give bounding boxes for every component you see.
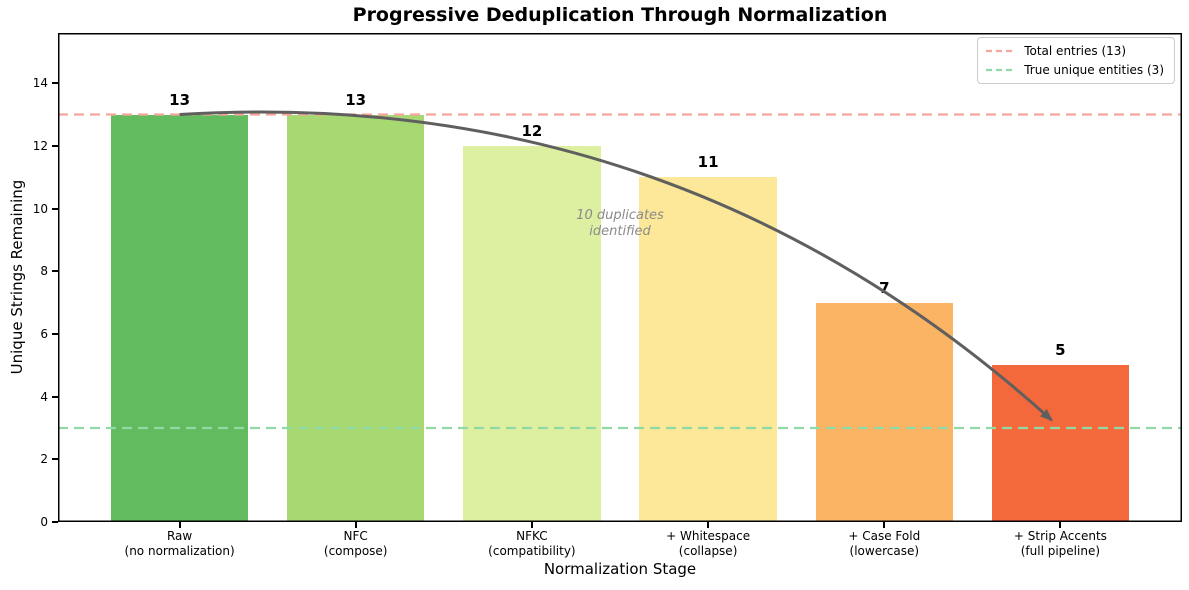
x-tick-label: NFC (compose) bbox=[323, 529, 388, 558]
bar-value-label: 13 bbox=[345, 90, 367, 109]
red-dashed-line-sample bbox=[986, 49, 1017, 53]
x-tick-label: + Case Fold (lowercase) bbox=[848, 529, 921, 558]
y-tick-label: 10 bbox=[32, 201, 48, 216]
y-tick-mark bbox=[52, 458, 58, 461]
y-tick-label: 8 bbox=[40, 264, 48, 279]
duplicates-annotation: 10 duplicates identified bbox=[576, 208, 664, 240]
bar-value-label: 12 bbox=[521, 121, 543, 140]
x-tick-mark bbox=[530, 522, 533, 528]
bar--strip-accents bbox=[991, 365, 1130, 522]
legend-item-total-entries: Total entries (13) bbox=[986, 44, 1164, 58]
x-tick-label: Raw (no normalization) bbox=[124, 529, 235, 558]
legend-label-total-entries: Total entries (13) bbox=[1024, 44, 1127, 58]
x-axis-label: Normalization Stage bbox=[543, 560, 697, 578]
bar--whitespace bbox=[639, 177, 777, 522]
y-tick-mark bbox=[52, 144, 58, 147]
y-tick-label: 2 bbox=[40, 452, 48, 467]
bar-value-label: 5 bbox=[1055, 341, 1066, 360]
chart-title: Progressive Deduplication Through Normal… bbox=[352, 4, 888, 26]
bar-value-label: 13 bbox=[169, 90, 191, 109]
x-tick-label: + Whitespace (collapse) bbox=[666, 529, 751, 558]
plot-area: 13 13 12 11 7 5 10 duplicates identified bbox=[58, 33, 1182, 522]
bar-nfkc bbox=[463, 145, 601, 522]
bar-value-label: 11 bbox=[697, 153, 719, 172]
x-tick-mark bbox=[707, 522, 710, 528]
y-tick-label: 6 bbox=[40, 326, 48, 341]
dedup-trend-arrow bbox=[179, 110, 1054, 422]
x-tick-mark bbox=[354, 522, 357, 528]
y-tick-mark bbox=[52, 332, 58, 335]
legend: Total entries (13) True unique entities … bbox=[977, 37, 1175, 84]
axes-spines bbox=[58, 33, 1182, 522]
bar--case-fold bbox=[815, 302, 953, 522]
x-tick-mark bbox=[883, 522, 886, 528]
y-tick-label: 12 bbox=[32, 138, 48, 153]
y-tick-mark bbox=[52, 270, 58, 273]
bar-nfc bbox=[287, 114, 425, 522]
y-tick-label: 0 bbox=[40, 515, 48, 529]
y-tick-label: 14 bbox=[32, 76, 48, 91]
x-tick-label: + Strip Accents (full pipeline) bbox=[1013, 529, 1107, 558]
y-tick-mark bbox=[52, 395, 58, 398]
bar-value-label: 7 bbox=[879, 278, 890, 297]
y-tick-label: 4 bbox=[40, 389, 48, 404]
bar-raw bbox=[110, 114, 249, 522]
x-tick-mark bbox=[178, 522, 181, 528]
legend-item-true-unique-entities: True unique entities (3) bbox=[986, 63, 1164, 77]
y-tick-mark bbox=[52, 521, 58, 523]
y-tick-mark bbox=[52, 82, 58, 85]
y-tick-mark bbox=[52, 207, 58, 210]
green-dashed-line-sample bbox=[986, 68, 1017, 72]
x-tick-label: NFKC (compatibility) bbox=[488, 529, 576, 558]
plot-overlay bbox=[58, 33, 1182, 522]
legend-label-true-unique-entities: True unique entities (3) bbox=[1024, 63, 1164, 77]
x-tick-mark bbox=[1059, 522, 1062, 528]
